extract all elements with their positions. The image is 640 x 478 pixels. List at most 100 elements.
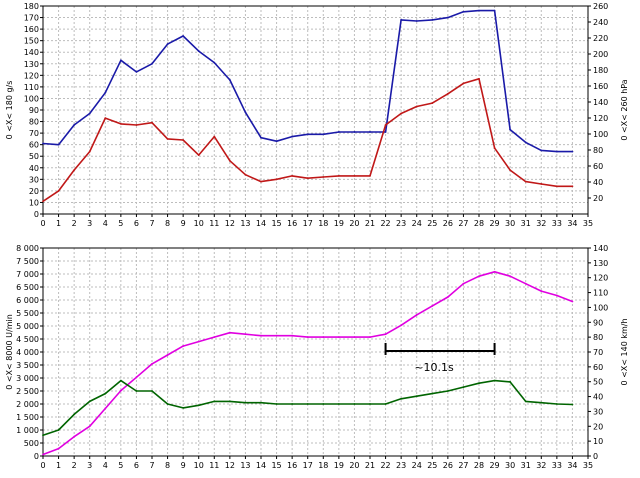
panel1-series-2-point (306, 177, 309, 180)
panel1-series-1-point (88, 112, 91, 115)
panel1-plot-frame (42, 5, 589, 215)
panel2-series-1-point (166, 354, 169, 356)
panel2-left-tick-label: 4 000 (16, 348, 39, 357)
panel1-x-tick-label: 33 (552, 219, 562, 228)
panel1-x-tick-label: 11 (209, 219, 219, 228)
panel2-left-tick-label: 0 (34, 452, 39, 461)
panel2-left-tick-label: 7 500 (16, 257, 39, 266)
panel1-series-1-point (42, 142, 44, 145)
panel1-left-tick-label: 110 (24, 83, 39, 92)
panel2-x-tick-label: 24 (412, 461, 422, 470)
panel1-series-2-point (88, 150, 91, 153)
panel1-series-1-point (322, 133, 325, 136)
panel1-x-tick-label: 19 (334, 219, 344, 228)
panel2-x-tick-label: 33 (552, 461, 562, 470)
panel2-x-tick-label: 12 (225, 461, 235, 470)
panel2-series-2-point (337, 403, 340, 405)
panel2-series-1-point (135, 376, 138, 379)
panel1-left-axis-label: 0 <X< 180 g/s (5, 81, 14, 140)
panel2-series-2-point (182, 407, 185, 409)
panel1-series-1-point (135, 70, 138, 73)
panel2-right-tick-label: 120 (593, 274, 608, 283)
panel2-series-2-point (322, 403, 325, 405)
panel1-x-tick-label: 18 (318, 219, 328, 228)
panel2-right-tick-label: 30 (593, 407, 603, 416)
panel1-series-2-point (369, 174, 371, 177)
panel1-right-tick-label: 260 (593, 2, 608, 11)
panel2-series-2-point (353, 403, 356, 405)
panel1-series-2-point (104, 117, 107, 119)
panel2-x-tick-label: 8 (165, 461, 170, 470)
panel2-right-tick-label: 20 (593, 422, 603, 431)
panel1-series-1-point (228, 79, 231, 81)
panel2-right-tick-label: 110 (593, 289, 608, 298)
panel1-series-2-point (509, 169, 512, 171)
panel1-left-tick-label: 80 (29, 118, 39, 127)
panel1-series-1-point (384, 131, 387, 133)
panel2-x-tick-label: 28 (474, 461, 484, 470)
panel1-x-tick-label: 6 (134, 219, 139, 228)
panel1-series-1-point (306, 133, 309, 136)
panel1-series-2-point (431, 102, 434, 104)
panel2-right-tick-label: 130 (593, 259, 608, 268)
panel2-left-tick-label: 8 000 (16, 244, 39, 253)
panel2-left-tick-label: 500 (24, 439, 39, 448)
panel1-series-1-point (260, 136, 262, 139)
panel2-x-tick-label: 18 (318, 461, 328, 470)
panel2-series-2-point (197, 404, 200, 407)
panel1-left-tick-label: 60 (29, 141, 39, 150)
panel1-left-tick-label: 40 (29, 164, 39, 173)
panel2-series-1-point (182, 345, 185, 347)
panel2-series-2-point (275, 403, 278, 405)
panel2-right-tick-label: 140 (593, 244, 608, 253)
panel1-series-1-point (446, 16, 449, 19)
panel2-left-tick-label: 2 500 (16, 387, 39, 396)
panel1-series-2-point (166, 137, 169, 140)
panel2-x-tick-label: 5 (118, 461, 123, 470)
panel1-series-2-point (244, 173, 247, 176)
panel2-x-tick-label: 7 (149, 461, 154, 470)
panel2-series-1-point (88, 425, 91, 428)
panel2-series-1-point (431, 305, 434, 307)
panel2-series-1-point (493, 270, 496, 273)
panel1-series-1-point (555, 150, 558, 153)
panel1-series-1-point (540, 149, 543, 152)
panel2-x-tick-label: 23 (396, 461, 406, 470)
panel1-series-2-point (353, 174, 356, 177)
panel2-series-1-point (306, 336, 309, 339)
panel1-series-1-point (337, 131, 340, 133)
panel1-series-2-point (73, 169, 76, 171)
panel1-series-2-point (384, 124, 387, 126)
panel2-series-1-point (213, 336, 216, 339)
panel2-series-1-point (555, 294, 558, 297)
panel2-x-tick-label: 13 (240, 461, 250, 470)
panel2-series-2-point (446, 390, 449, 392)
panel2-right-tick-label: 90 (593, 318, 603, 327)
panel1-x-tick-label: 22 (380, 219, 390, 228)
panel2-series-1-point (291, 334, 294, 337)
panel1-x-tick-label: 35 (583, 219, 593, 228)
panel1-series-1-point (197, 50, 200, 52)
panel1-series-1-point (119, 59, 122, 62)
panel2-left-tick-label: 6 000 (16, 296, 39, 305)
panel1-right-tick-label: 20 (593, 194, 603, 203)
panel1-series-2-point (462, 82, 465, 85)
panel1-series-1-point (166, 43, 169, 46)
panel2-x-tick-label: 30 (505, 461, 515, 470)
panel1-series-1-point (400, 18, 403, 21)
panel2-x-tick-label: 6 (134, 461, 139, 470)
panel2-series-1-point (509, 275, 512, 278)
panel2-series-2-point (228, 400, 231, 403)
panel2-annotation-label: ~10.1s (414, 361, 454, 374)
panel2-x-tick-label: 27 (458, 461, 468, 470)
panel2-right-tick-label: 80 (593, 333, 603, 342)
panel2-x-tick-label: 1 (56, 461, 61, 470)
panel2-series-1-point (337, 336, 340, 339)
panel2-series-1-point (415, 313, 418, 316)
panel2-series-2-point (524, 400, 527, 403)
panel1-series-1-point (478, 9, 480, 12)
panel1-right-tick-label: 160 (593, 82, 608, 91)
panel1-x-tick-label: 23 (396, 219, 406, 228)
panel2-series-2-point (151, 390, 153, 392)
panel1-x-tick-label: 32 (536, 219, 546, 228)
